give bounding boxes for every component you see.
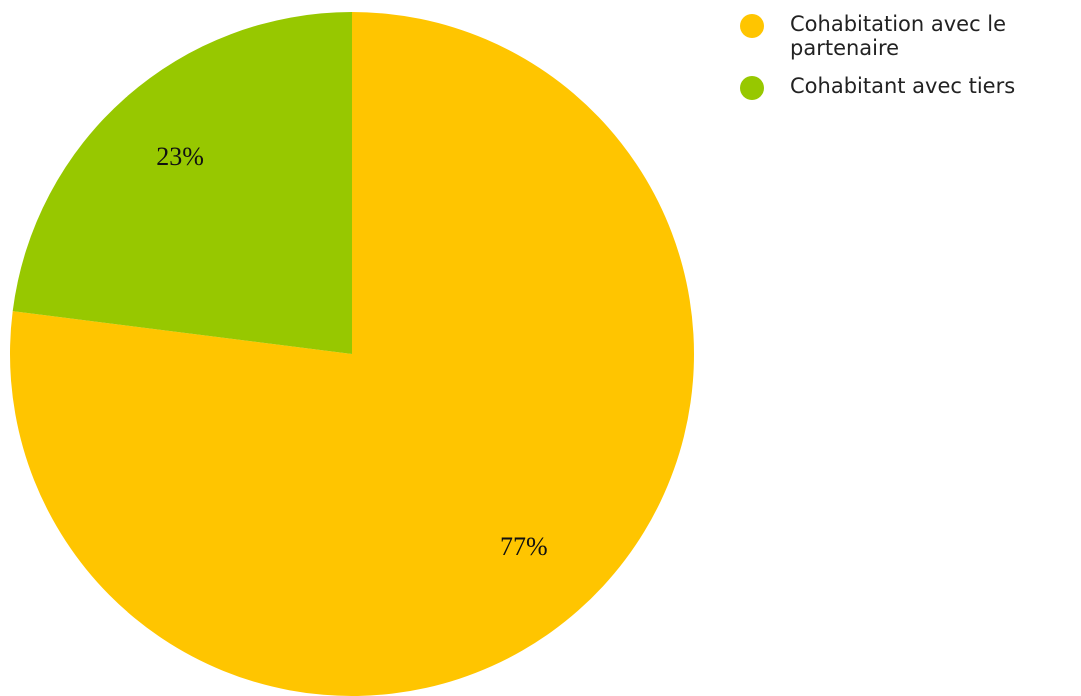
legend-item: Cohabitant avec tiers [740, 74, 1070, 100]
legend: Cohabitation avec le partenaire Cohabitan… [740, 12, 1070, 114]
legend-item: Cohabitation avec le partenaire [740, 12, 1070, 60]
pie-slice [10, 12, 695, 696]
pie-slice [12, 12, 352, 354]
slice-label: 23% [156, 142, 204, 171]
legend-label: Cohabitant avec tiers [790, 74, 1016, 98]
legend-swatch [740, 14, 764, 38]
slice-label: 77% [500, 532, 548, 561]
legend-swatch [740, 76, 764, 100]
legend-label: Cohabitation avec le partenaire [790, 12, 1007, 60]
